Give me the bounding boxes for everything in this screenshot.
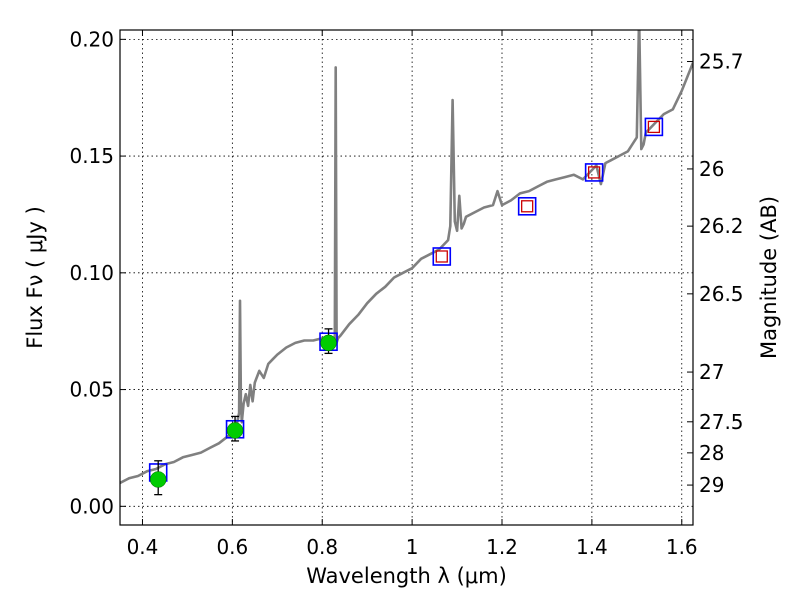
y2-axis-label: Magnitude (AB) bbox=[757, 196, 781, 359]
x-tick-label: 1 bbox=[406, 535, 419, 559]
optical-photometry-marker bbox=[226, 422, 244, 439]
model-photometry-marker bbox=[517, 196, 537, 216]
ir-photometry-marker bbox=[435, 250, 448, 263]
y-tick-label: 0.20 bbox=[69, 27, 114, 51]
model-photometry-marker bbox=[432, 247, 452, 266]
x-axis-label: Wavelength λ (μm) bbox=[306, 564, 507, 588]
y2-tick-label: 27.5 bbox=[699, 410, 744, 434]
y-tick-label: 0.15 bbox=[69, 144, 114, 168]
ir-photometry-marker bbox=[521, 200, 534, 213]
spectrum-line bbox=[120, 30, 693, 485]
series-layer bbox=[120, 30, 693, 496]
y-tick-label: 0.00 bbox=[69, 494, 114, 518]
tick-layer: 0.4 0.6 0.8 1 1.2 1.4 1.6 0.00 0.05 0.10 0.15 0.20 2… bbox=[69, 27, 743, 559]
x-tick-label: 1.2 bbox=[486, 535, 518, 559]
y2-tick-label: 29 bbox=[699, 473, 724, 497]
y2-tick-label: 26.2 bbox=[699, 214, 744, 238]
x-tick-label: 1.6 bbox=[666, 535, 698, 559]
optical-photometry-marker bbox=[149, 471, 167, 488]
plot-frame bbox=[119, 29, 694, 526]
y2-tick-label: 25.7 bbox=[699, 50, 744, 74]
y2-tick-label: 26 bbox=[699, 157, 724, 181]
y-axis-label: Flux Fν ( μJy ) bbox=[23, 206, 47, 349]
optical-photometry-marker bbox=[320, 334, 337, 352]
x-tick-label: 0.4 bbox=[127, 535, 159, 559]
y2-tick-label: 28 bbox=[699, 441, 724, 465]
model-photometry-marker bbox=[584, 163, 604, 182]
grid bbox=[120, 30, 693, 525]
y-tick-label: 0.10 bbox=[69, 261, 114, 285]
y-tick-label: 0.05 bbox=[69, 378, 114, 402]
x-tick-label: 0.6 bbox=[216, 535, 248, 559]
x-tick-label: 0.8 bbox=[306, 535, 338, 559]
ir-photometry-marker bbox=[647, 120, 661, 134]
y2-tick-label: 26.5 bbox=[699, 282, 744, 306]
x-tick-label: 1.4 bbox=[576, 535, 608, 559]
y2-tick-label: 27 bbox=[699, 360, 724, 384]
model-photometry-marker bbox=[644, 117, 664, 137]
ir-photometry-marker bbox=[587, 166, 601, 179]
